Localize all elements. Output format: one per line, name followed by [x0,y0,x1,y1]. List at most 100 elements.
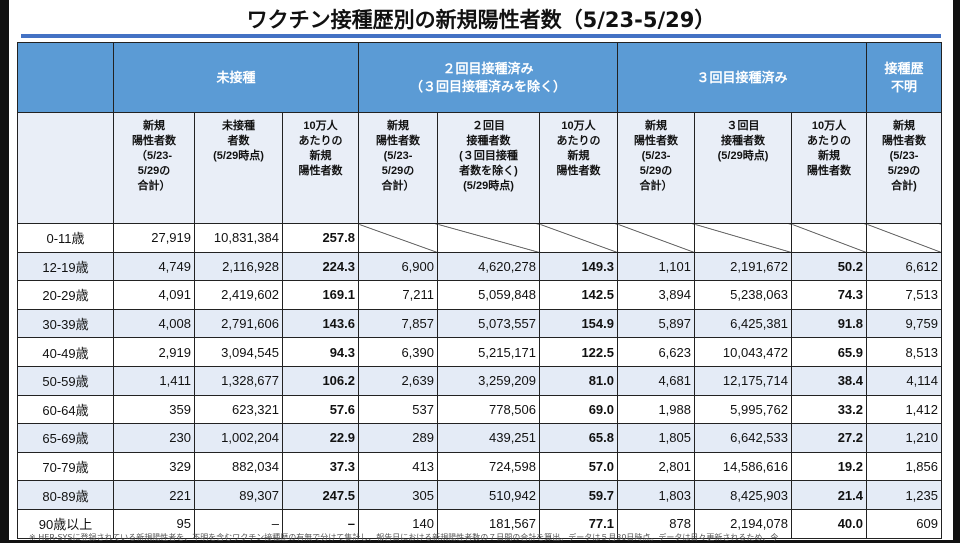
age-group-cell: 20-29歳 [17,280,114,310]
value-cell: 5,059,848 [437,280,540,310]
value-cell: 59.7 [539,480,618,510]
value-cell: 1,803 [617,480,695,510]
value-cell: 2,639 [358,365,438,396]
value-cell: 289 [358,423,438,453]
table-row: 0-11歳 27,919 10,831,384 257.8 [17,223,942,253]
age-group-cell: 65-69歳 [17,423,114,453]
age-group-cell: 40-49歳 [17,337,114,367]
value-cell: 57.0 [539,451,618,482]
value-cell: 181,567 [437,508,540,539]
value-cell: 5,073,557 [437,308,540,339]
value-cell: 778,506 [437,394,540,425]
table-row: 80-89歳 221 89,307 247.5 305 510,942 59.7 1,803 8… [17,480,942,510]
value-cell: 6,642,533 [694,423,792,453]
value-cell: 40.0 [791,508,867,539]
age-group-cell: 50-59歳 [17,365,114,396]
value-cell: 27.2 [791,423,867,453]
value-cell: 10,043,472 [694,337,792,367]
column-header: 10万人 あたりの 新規 陽性者数 [791,112,867,224]
vaccination-table: 未接種 ２回目接種済み （３回目接種済みを除く） ３回目接種済み 接種歴 不明 … [17,42,942,539]
not-applicable-cell [617,223,695,253]
value-cell: 4,114 [866,365,942,396]
not-applicable-cell [791,223,867,253]
value-cell: 1,805 [617,423,695,453]
value-cell: 94.3 [282,337,359,367]
not-applicable-cell [358,223,438,253]
value-cell: 7,857 [358,308,438,339]
value-cell: 1,411 [113,365,195,396]
value-cell: – [282,508,359,539]
value-cell: 65.9 [791,337,867,367]
value-cell: 257.8 [282,223,359,253]
table-row: 40-49歳 2,919 3,094,545 94.3 6,390 5,215,171 12… [17,337,942,367]
value-cell: 2,116,928 [194,251,283,282]
age-group-cell: 12-19歳 [17,251,114,282]
value-cell: 143.6 [282,308,359,339]
value-cell: 122.5 [539,337,618,367]
value-cell: 1,412 [866,394,942,425]
value-cell: 305 [358,480,438,510]
value-cell: 2,919 [113,337,195,367]
value-cell: 89,307 [194,480,283,510]
value-cell: 37.3 [282,451,359,482]
value-cell: 6,623 [617,337,695,367]
value-cell: 12,175,714 [694,365,792,396]
slide: ワクチン接種歴別の新規陽性者数（5/23-5/29） 未接種 ２回目接種済み （… [9,0,953,542]
value-cell: 154.9 [539,308,618,339]
value-cell: 7,211 [358,280,438,310]
value-cell: 5,238,063 [694,280,792,310]
table-row: 20-29歳 4,091 2,419,602 169.1 7,211 5,059,848 1… [17,280,942,310]
value-cell: 65.8 [539,423,618,453]
value-cell: 3,094,545 [194,337,283,367]
value-cell: 5,215,171 [437,337,540,367]
table-body: 0-11歳 27,919 10,831,384 257.8 12-19歳 4,749 2,1… [17,223,942,539]
value-cell: 1,856 [866,451,942,482]
column-header: 新規 陽性者数 (5/23- 5/29の 合計） [358,112,438,224]
value-cell: 623,321 [194,394,283,425]
value-cell: 91.8 [791,308,867,339]
value-cell: 57.6 [282,394,359,425]
value-cell: 77.1 [539,508,618,539]
value-cell: 1,328,677 [194,365,283,396]
group-unknown: 接種歴 不明 [866,42,942,113]
value-cell: 1,210 [866,423,942,453]
value-cell: 8,425,903 [694,480,792,510]
table-row: 60-64歳 359 623,321 57.6 537 778,506 69.0 1,988 5… [17,394,942,425]
page-title: ワクチン接種歴別の新規陽性者数（5/23-5/29） [246,8,716,32]
value-cell: 4,620,278 [437,251,540,282]
table-row: 12-19歳 4,749 2,116,928 224.3 6,900 4,620,278 1… [17,251,942,282]
value-cell: 27,919 [113,223,195,253]
value-cell: 5,995,762 [694,394,792,425]
value-cell: 7,513 [866,280,942,310]
age-group-cell: 30-39歳 [17,308,114,339]
column-header: 未接種 者数 (5/29時点) [194,112,283,224]
not-applicable-cell [866,223,942,253]
value-cell: 8,513 [866,337,942,367]
value-cell: 2,419,602 [194,280,283,310]
value-cell: 33.2 [791,394,867,425]
value-cell: 1,988 [617,394,695,425]
value-cell: 21.4 [791,480,867,510]
column-header: 新規 陽性者数 （5/23- 5/29の 合計） [113,112,195,224]
value-cell: 2,791,606 [194,308,283,339]
value-cell: 69.0 [539,394,618,425]
value-cell: 149.3 [539,251,618,282]
corner-cell [17,42,114,113]
value-cell: 230 [113,423,195,453]
value-cell: 6,612 [866,251,942,282]
value-cell: 3,259,209 [437,365,540,396]
column-header: ２回目 接種者数 (３回目接種 者数を除く) (5/29時点) [437,112,540,224]
value-cell: 510,942 [437,480,540,510]
value-cell: 6,425,381 [694,308,792,339]
column-header: 新規 陽性者数 (5/23- 5/29の 合計) [866,112,942,224]
value-cell: 224.3 [282,251,359,282]
value-cell: 2,191,672 [694,251,792,282]
value-cell: 4,091 [113,280,195,310]
age-group-cell: 60-64歳 [17,394,114,425]
value-cell: 609 [866,508,942,539]
value-cell: 247.5 [282,480,359,510]
value-cell: 1,101 [617,251,695,282]
not-applicable-cell [694,223,792,253]
column-header: ３回目 接種者数 (5/29時点) [694,112,792,224]
group-unvaccinated: 未接種 [113,42,359,113]
